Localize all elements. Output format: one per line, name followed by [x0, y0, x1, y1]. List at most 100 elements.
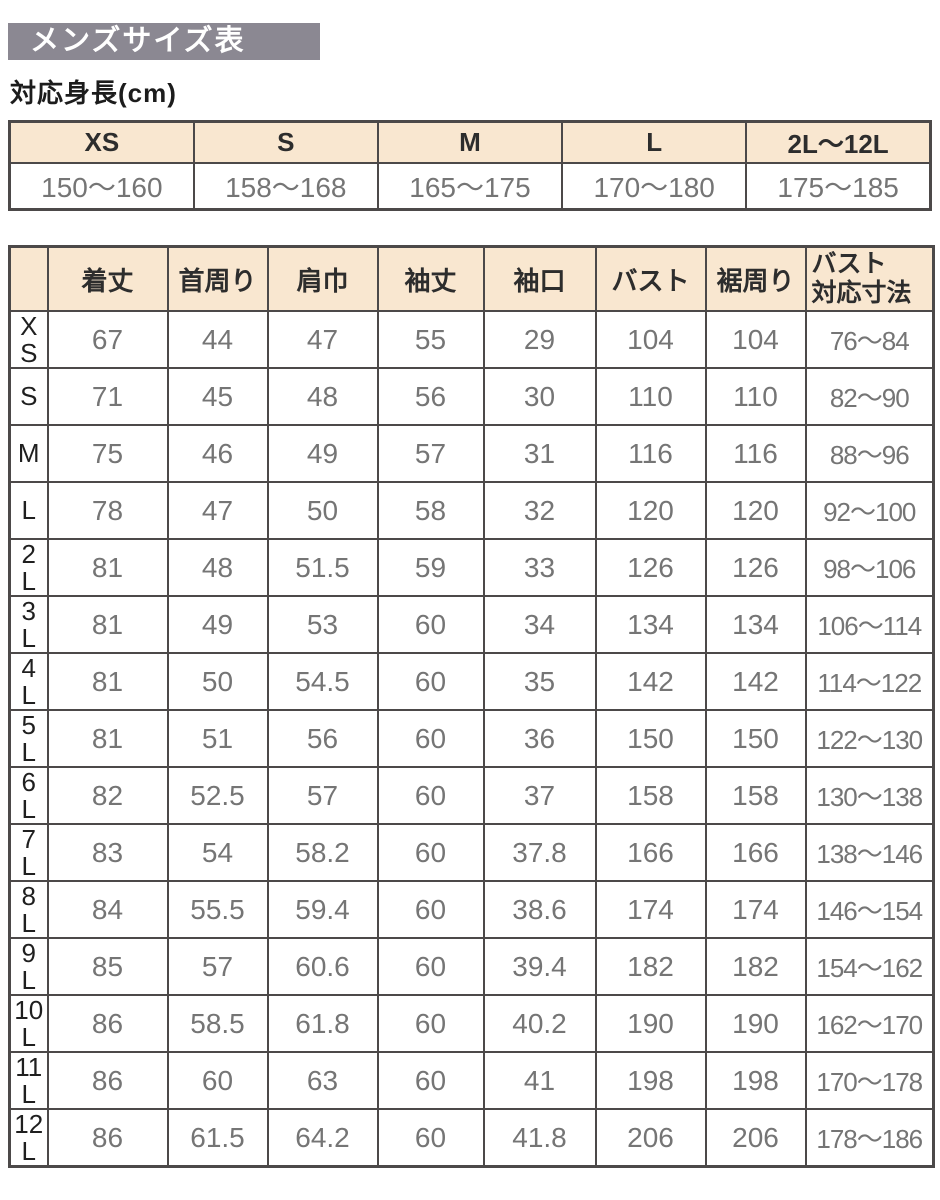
height-col-header: S	[192, 120, 379, 164]
height-table: XS S M L 2L〜12L 150〜160 158〜168 165〜175 170〜180…	[8, 120, 932, 211]
size-value-cell: 41.8	[482, 1108, 597, 1168]
size-value-cell: 85	[46, 937, 169, 997]
size-value-cell: 60	[376, 937, 485, 997]
size-value-cell: 76〜84	[804, 309, 935, 370]
size-value-cell: 134	[594, 595, 707, 655]
size-value-cell: 59.4	[266, 880, 379, 940]
size-row-label: S	[8, 367, 49, 427]
size-value-cell: 45	[166, 367, 269, 427]
size-value-cell: 104	[594, 309, 707, 370]
size-value-cell: 58.2	[266, 823, 379, 883]
size-row-label: 4 L	[8, 652, 49, 712]
size-value-cell: 126	[594, 538, 707, 598]
size-value-cell: 47	[266, 309, 379, 370]
height-table-value-row: 150〜160 158〜168 165〜175 170〜180 175〜185	[8, 162, 932, 211]
height-table-title: 対応身長(cm)	[10, 78, 177, 108]
size-value-cell: 64.2	[266, 1108, 379, 1168]
size-col-header: バスト 対応寸法	[804, 245, 935, 312]
size-table-row: 4 L 81 50 54.5 60 35 142 142 114〜122	[8, 652, 935, 712]
size-value-cell: 142	[594, 652, 707, 712]
size-col-header: 肩巾	[266, 245, 379, 312]
size-value-cell: 36	[482, 709, 597, 769]
size-value-cell: 170〜178	[804, 1051, 935, 1111]
size-value-cell: 37.8	[482, 823, 597, 883]
size-value-cell: 56	[376, 367, 485, 427]
size-value-cell: 60.6	[266, 937, 379, 997]
size-col-header: 袖口	[482, 245, 597, 312]
size-value-cell: 81	[46, 595, 169, 655]
size-col-header: 袖丈	[376, 245, 485, 312]
size-value-cell: 48	[166, 538, 269, 598]
size-value-cell: 49	[266, 424, 379, 484]
size-value-cell: 122〜130	[804, 709, 935, 769]
height-value-cell: 165〜175	[376, 162, 564, 211]
size-row-label: M	[8, 424, 49, 484]
size-table-row: 5 L 81 51 56 60 36 150 150 122〜130	[8, 709, 935, 769]
size-value-cell: 33	[482, 538, 597, 598]
size-value-cell: 75	[46, 424, 169, 484]
size-chart-page: メンズサイズ表 対応身長(cm) XS S M L 2L〜12L 150〜160 158〜…	[8, 23, 935, 1169]
size-value-cell: 56	[266, 709, 379, 769]
size-table-row: 3 L 81 49 53 60 34 134 134 106〜114	[8, 595, 935, 655]
size-value-cell: 60	[376, 766, 485, 826]
size-value-cell: 57	[376, 424, 485, 484]
size-value-cell: 53	[266, 595, 379, 655]
size-row-label: 11 L	[8, 1051, 49, 1111]
size-row-label: X S	[8, 309, 49, 370]
size-value-cell: 51.5	[266, 538, 379, 598]
size-value-cell: 86	[46, 994, 169, 1054]
size-value-cell: 78	[46, 481, 169, 541]
size-row-label: 2 L	[8, 538, 49, 598]
size-value-cell: 162〜170	[804, 994, 935, 1054]
size-value-cell: 55	[376, 309, 485, 370]
size-value-cell: 150	[704, 709, 807, 769]
size-table-row: 12 L 86 61.5 64.2 60 41.8 206 206 178〜186	[8, 1108, 935, 1168]
size-table-row: 11 L 86 60 63 60 41 198 198 170〜178	[8, 1051, 935, 1111]
size-value-cell: 81	[46, 652, 169, 712]
size-row-label: 5 L	[8, 709, 49, 769]
size-value-cell: 114〜122	[804, 652, 935, 712]
size-value-cell: 32	[482, 481, 597, 541]
size-value-cell: 60	[376, 709, 485, 769]
size-table-row: M 75 46 49 57 31 116 116 88〜96	[8, 424, 935, 484]
size-value-cell: 67	[46, 309, 169, 370]
size-value-cell: 166	[594, 823, 707, 883]
height-value-cell: 170〜180	[561, 162, 748, 211]
size-row-label: L	[8, 481, 49, 541]
size-row-label: 9 L	[8, 937, 49, 997]
height-col-header: 2L〜12L	[745, 120, 932, 164]
size-value-cell: 83	[46, 823, 169, 883]
size-value-cell: 88〜96	[804, 424, 935, 484]
size-value-cell: 57	[266, 766, 379, 826]
size-value-cell: 130〜138	[804, 766, 935, 826]
size-value-cell: 58	[376, 481, 485, 541]
size-value-cell: 174	[594, 880, 707, 940]
height-value-cell: 175〜185	[745, 162, 932, 211]
size-value-cell: 57	[166, 937, 269, 997]
page-title: メンズサイズ表	[8, 23, 320, 60]
size-value-cell: 50	[266, 481, 379, 541]
size-value-cell: 60	[376, 823, 485, 883]
size-value-cell: 63	[266, 1051, 379, 1111]
size-value-cell: 206	[594, 1108, 707, 1168]
size-table-row: 10 L 86 58.5 61.8 60 40.2 190 190 162〜170	[8, 994, 935, 1054]
size-value-cell: 55.5	[166, 880, 269, 940]
size-value-cell: 82	[46, 766, 169, 826]
size-value-cell: 60	[166, 1051, 269, 1111]
size-value-cell: 44	[166, 309, 269, 370]
size-value-cell: 154〜162	[804, 937, 935, 997]
size-table-row: 8 L 84 55.5 59.4 60 38.6 174 174 146〜154	[8, 880, 935, 940]
size-value-cell: 50	[166, 652, 269, 712]
size-value-cell: 38.6	[482, 880, 597, 940]
size-value-cell: 190	[594, 994, 707, 1054]
size-value-cell: 158	[704, 766, 807, 826]
size-row-label: 6 L	[8, 766, 49, 826]
size-col-header: 首周り	[166, 245, 269, 312]
size-value-cell: 190	[704, 994, 807, 1054]
size-value-cell: 104	[704, 309, 807, 370]
size-value-cell: 60	[376, 880, 485, 940]
size-value-cell: 206	[704, 1108, 807, 1168]
size-value-cell: 182	[704, 937, 807, 997]
size-value-cell: 174	[704, 880, 807, 940]
size-value-cell: 60	[376, 595, 485, 655]
